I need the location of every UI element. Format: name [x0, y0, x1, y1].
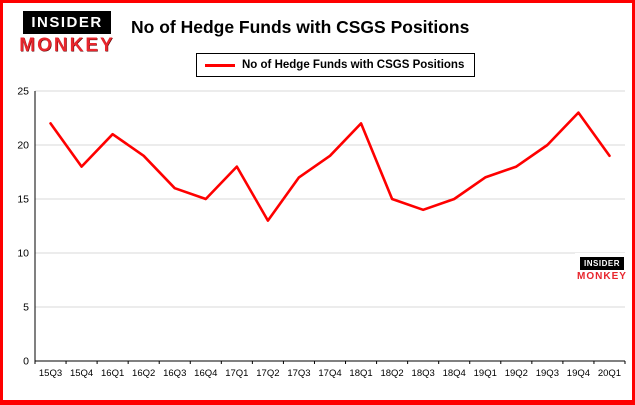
svg-text:19Q1: 19Q1	[474, 368, 497, 379]
svg-text:16Q4: 16Q4	[194, 368, 217, 379]
insider-monkey-logo: INSIDER MONKEY	[13, 11, 121, 57]
svg-text:18Q1: 18Q1	[349, 368, 372, 379]
svg-text:16Q2: 16Q2	[132, 368, 155, 379]
logo-monkey-text: MONKEY	[19, 35, 115, 56]
svg-text:20Q1: 20Q1	[598, 368, 621, 379]
svg-text:15Q4: 15Q4	[70, 368, 93, 379]
svg-text:17Q4: 17Q4	[318, 368, 341, 379]
svg-text:15Q3: 15Q3	[39, 368, 62, 379]
svg-text:19Q2: 19Q2	[505, 368, 528, 379]
svg-text:17Q1: 17Q1	[225, 368, 248, 379]
page-title: No of Hedge Funds with CSGS Positions	[131, 17, 470, 37]
watermark-insider-text: INSIDER	[580, 257, 624, 270]
svg-text:15: 15	[17, 194, 29, 206]
watermark-logo: INSIDER MONKEY	[575, 253, 629, 282]
svg-text:25: 25	[17, 86, 29, 98]
svg-text:18Q3: 18Q3	[412, 368, 435, 379]
svg-text:18Q4: 18Q4	[443, 368, 466, 379]
svg-text:0: 0	[23, 356, 29, 368]
svg-text:16Q3: 16Q3	[163, 368, 186, 379]
svg-text:16Q1: 16Q1	[101, 368, 124, 379]
logo-insider-text: INSIDER	[23, 11, 111, 34]
legend: No of Hedge Funds with CSGS Positions	[196, 53, 476, 77]
svg-text:5: 5	[23, 302, 29, 314]
legend-line-icon	[205, 63, 235, 67]
chart-svg: 0 5 10 15 20 25 15Q3 15Q4 16Q1 16Q2 16Q3 16Q4 17Q1 17…	[17, 86, 626, 379]
svg-text:10: 10	[17, 248, 29, 260]
svg-text:17Q2: 17Q2	[256, 368, 279, 379]
svg-text:18Q2: 18Q2	[380, 368, 403, 379]
svg-text:19Q3: 19Q3	[536, 368, 559, 379]
watermark-monkey-text: MONKEY	[577, 271, 627, 282]
svg-text:17Q3: 17Q3	[287, 368, 310, 379]
legend-label: No of Hedge Funds with CSGS Positions	[242, 59, 465, 71]
svg-text:19Q4: 19Q4	[567, 368, 590, 379]
svg-text:20: 20	[17, 140, 29, 152]
